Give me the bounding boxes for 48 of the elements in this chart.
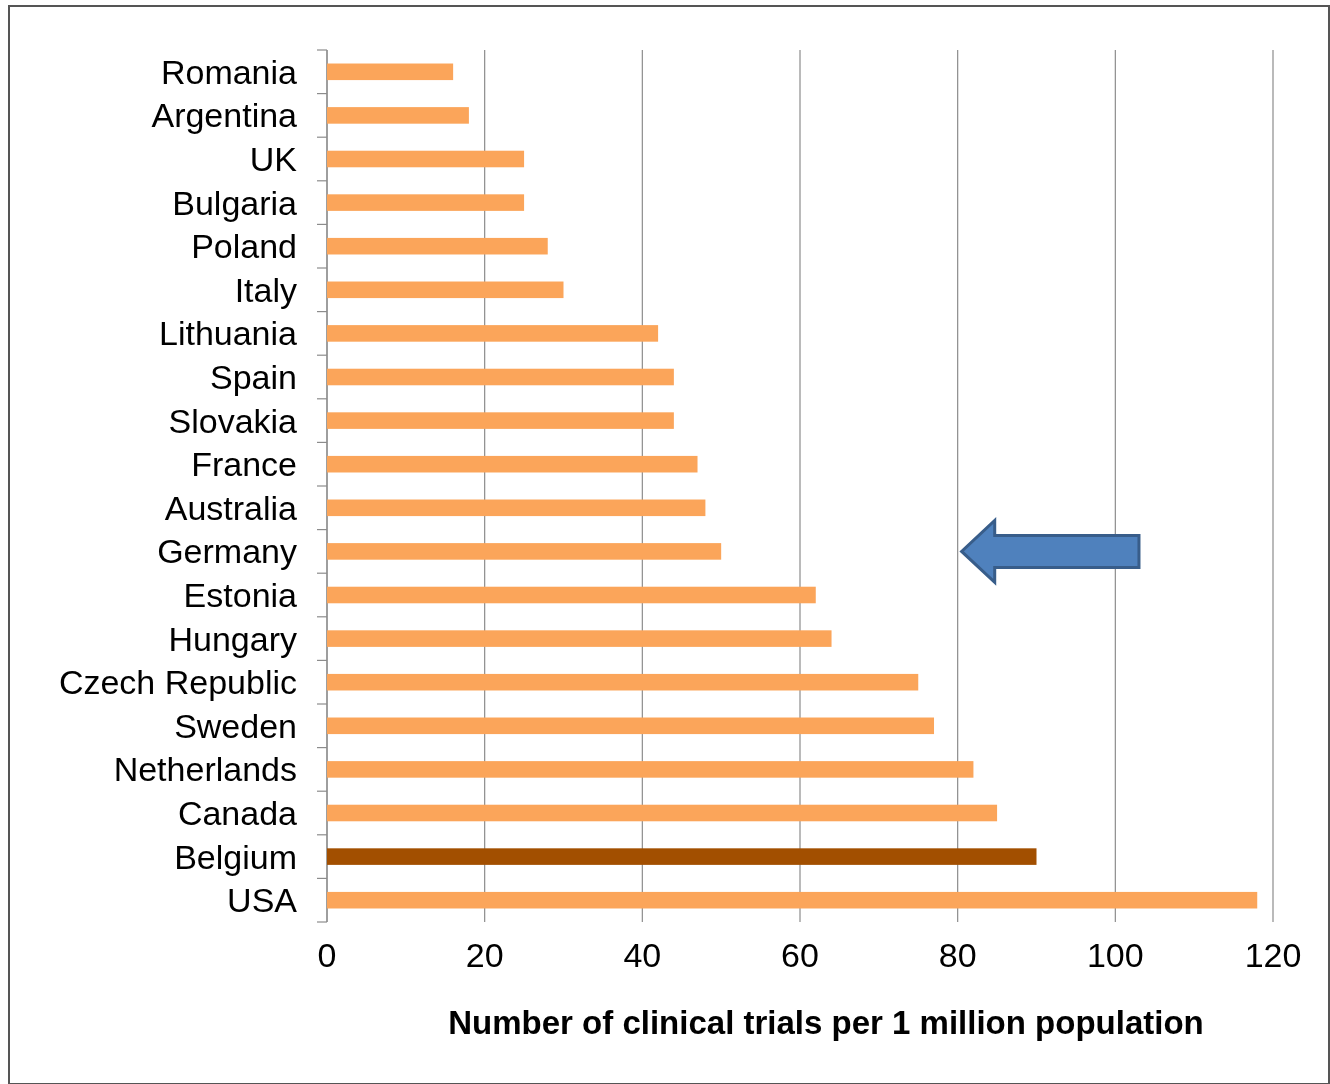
bar bbox=[327, 455, 698, 473]
bar bbox=[327, 804, 998, 822]
bar bbox=[327, 194, 525, 211]
bar bbox=[327, 761, 974, 778]
y-tick-label: Netherlands bbox=[113, 750, 297, 789]
y-tick-label: Estonia bbox=[183, 576, 298, 614]
y-tick-label: Australia bbox=[164, 488, 298, 527]
x-tick-label: 20 bbox=[465, 936, 504, 974]
x-axis-title: Number of clinical trials per 1 million population bbox=[448, 1004, 1204, 1041]
y-tick-label: Lithuania bbox=[158, 314, 298, 353]
bar bbox=[327, 368, 674, 386]
y-tick-label: Bulgaria bbox=[172, 183, 298, 222]
y-tick-label: USA bbox=[227, 881, 298, 920]
x-tick-label: 80 bbox=[938, 936, 977, 974]
y-tick-label: Italy bbox=[234, 270, 297, 309]
y-tick-label: Belgium bbox=[174, 837, 297, 876]
bar bbox=[327, 150, 525, 168]
y-tick-label: Czech Republic bbox=[58, 663, 297, 702]
y-tick-label: UK bbox=[249, 140, 298, 178]
y-tick-label: Sweden bbox=[174, 706, 297, 745]
bar bbox=[327, 63, 454, 81]
y-tick-label: Hungary bbox=[168, 619, 297, 658]
y-tick-label: Slovakia bbox=[168, 401, 298, 440]
bar bbox=[327, 543, 722, 560]
bar bbox=[327, 891, 1258, 909]
y-tick-label: Romania bbox=[160, 52, 298, 91]
y-tick-label: Germany bbox=[157, 532, 297, 571]
bar bbox=[327, 848, 1037, 865]
bar bbox=[327, 107, 469, 124]
bar bbox=[327, 717, 935, 735]
bar bbox=[327, 325, 659, 342]
bar bbox=[327, 630, 832, 647]
y-tick-label: Spain bbox=[210, 358, 297, 396]
x-tick-label: 60 bbox=[781, 936, 819, 974]
y-tick-label: Argentina bbox=[151, 96, 298, 135]
x-tick-label: 120 bbox=[1244, 936, 1302, 974]
bar bbox=[327, 673, 919, 691]
y-tick-label: Poland bbox=[191, 227, 297, 266]
x-tick-label: 100 bbox=[1086, 936, 1144, 974]
x-tick-label: 40 bbox=[623, 936, 662, 974]
y-tick-label: Canada bbox=[177, 794, 298, 832]
bar bbox=[327, 237, 548, 255]
bar bbox=[327, 586, 816, 604]
bar bbox=[327, 412, 674, 429]
bar bbox=[327, 499, 706, 517]
bar bbox=[327, 281, 564, 299]
x-tick-label: 0 bbox=[317, 936, 337, 974]
y-tick-label: France bbox=[191, 445, 297, 484]
